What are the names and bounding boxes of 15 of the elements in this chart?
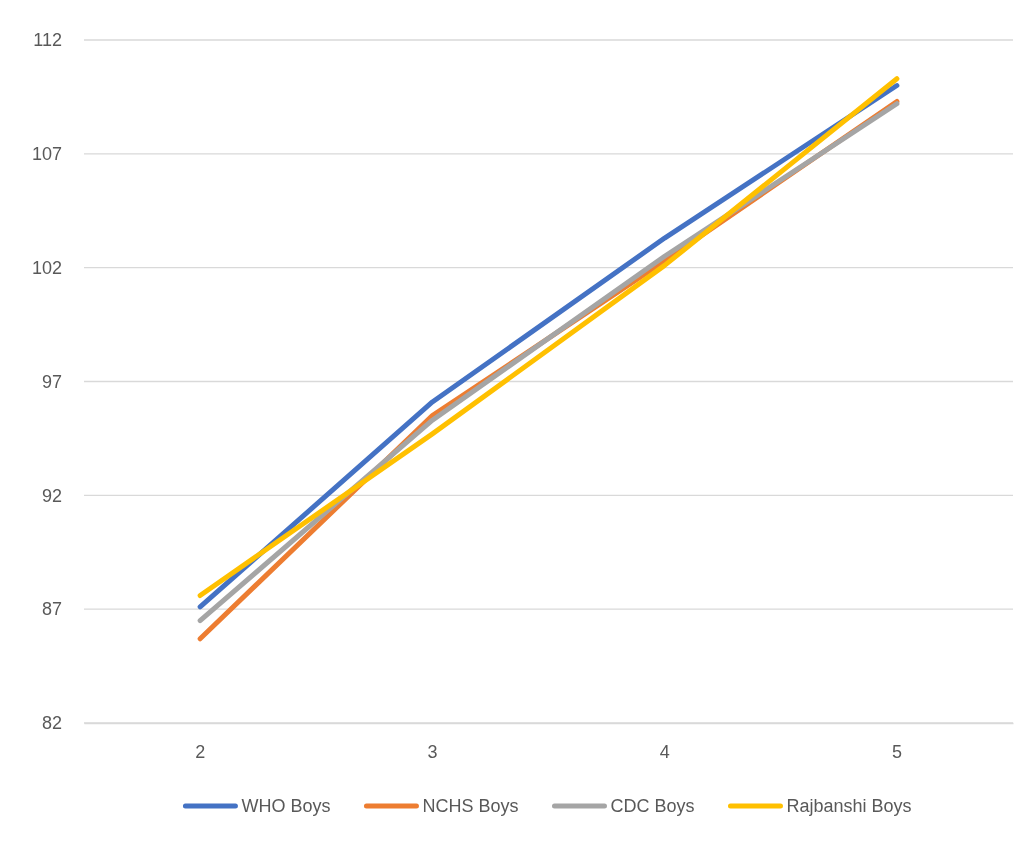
y-tick-label: 92: [41, 485, 62, 506]
legend-label: WHO Boys: [241, 796, 331, 816]
y-tick-label: 102: [31, 257, 62, 278]
legend-label: CDC Boys: [610, 796, 695, 816]
x-tick-label: 3: [427, 741, 438, 762]
y-tick-label: 107: [31, 144, 62, 165]
y-tick-label: 112: [33, 30, 62, 51]
x-tick-label: 5: [891, 741, 902, 762]
y-tick-label: 87: [41, 599, 62, 620]
x-tick-label: 2: [195, 741, 206, 762]
legend-label: NCHS Boys: [422, 796, 519, 816]
y-tick-label: 82: [41, 713, 62, 734]
legend-label: Rajbanshi Boys: [786, 796, 912, 816]
x-tick-label: 4: [659, 741, 670, 762]
y-tick-label: 97: [41, 371, 62, 392]
